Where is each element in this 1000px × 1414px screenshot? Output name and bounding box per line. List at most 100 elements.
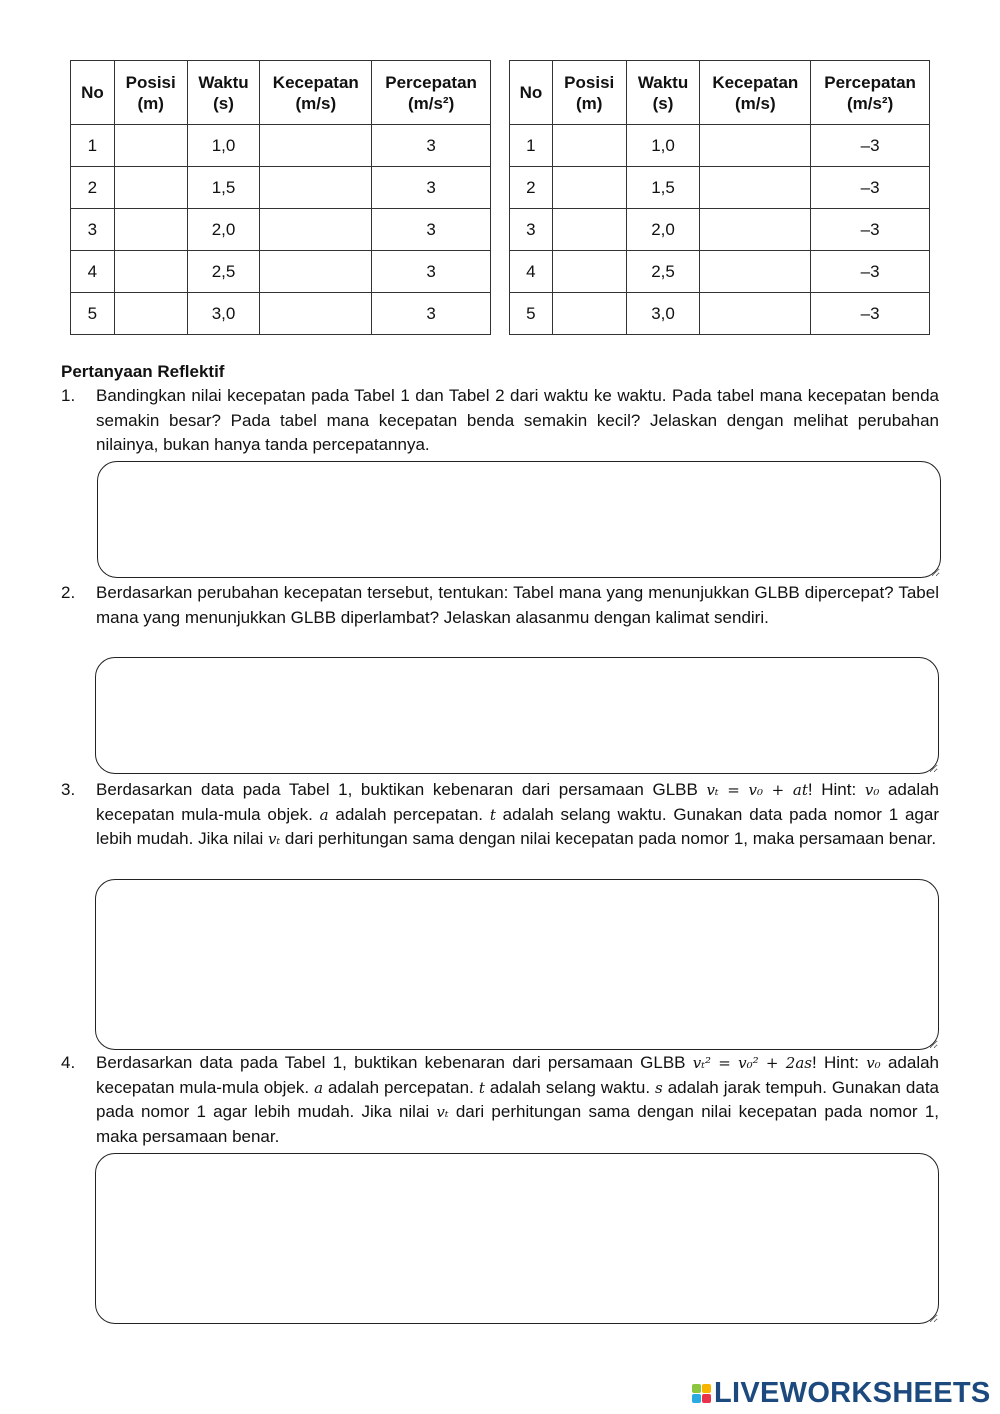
column-header: Waktu (s) [625,60,701,125]
table-row: 2 1,5 3 [70,166,491,209]
question-3: 3. Berdasarkan data pada Tabel 1, buktika… [61,778,939,852]
text-segment: adalah kecepatan mula-mula objek. [96,780,940,824]
input-cell-kecepatan[interactable] [259,208,373,251]
input-cell-posisi[interactable] [551,208,627,251]
table-row: 2 1,5 –3 [509,166,930,209]
answer-box-3[interactable] [95,879,939,1050]
question-text: Bandingkan nilai kecepatan pada Tabel 1 … [96,384,939,458]
header-text: Posisi [125,72,176,92]
cell-waktu: 1,0 [625,124,701,167]
cell-no: 5 [509,292,553,335]
header-text: (s) [652,93,674,113]
section-heading: Pertanyaan Reflektif [61,362,225,381]
header-row: No Posisi (m) Waktu (s) Kecepatan (m/s) Percepa… [509,60,930,125]
table-row: 1 1,0 3 [70,124,491,167]
answer-box-4[interactable] [95,1153,939,1324]
cell-percepatan: –3 [810,208,930,251]
math-expression: v₀ [866,1054,881,1072]
header-text: Percepatan [385,72,477,92]
cell-no: 1 [509,124,553,167]
table-row: 5 3,0 –3 [509,292,930,335]
input-cell-kecepatan[interactable] [699,124,812,167]
math-expression: t [478,1078,485,1097]
table-row: 1 1,0 –3 [509,124,930,167]
header-text: (m/s) [735,93,776,113]
cell-waktu: 2,0 [186,208,261,251]
cell-waktu: 1,5 [186,166,261,209]
header-text: Percepatan [824,72,916,92]
text-segment: adalah percepatan. [323,1077,479,1097]
question-text: Berdasarkan data pada Tabel 1, buktikan … [96,1051,939,1149]
cell-no: 1 [70,124,115,167]
column-header: Posisi (m) [551,60,627,125]
header-text: (m) [137,93,164,113]
cell-waktu: 2,5 [186,250,261,293]
input-cell-posisi[interactable] [113,250,188,293]
column-header: No [509,60,553,125]
input-cell-kecepatan[interactable] [699,166,812,209]
logo-text: LIVEWORKSHEETS [714,1377,991,1409]
math-expression: vₜ = v₀ + at [706,781,808,799]
cell-waktu: 3,0 [625,292,701,335]
input-cell-posisi[interactable] [113,166,188,209]
text-segment: adalah jarak tempuh. Gunakan data pada n… [96,1077,939,1122]
input-cell-kecepatan[interactable] [259,166,373,209]
text-segment: ! Hint: [807,780,865,799]
cell-percepatan: 3 [371,250,491,293]
column-header: Posisi (m) [113,60,188,125]
cell-percepatan: –3 [810,166,930,209]
input-cell-posisi[interactable] [113,292,188,335]
cell-no: 3 [70,208,115,251]
input-cell-kecepatan[interactable] [699,292,812,335]
input-cell-kecepatan[interactable] [259,292,373,335]
input-cell-kecepatan[interactable] [259,124,373,167]
header-text: Waktu [637,72,689,92]
table-row: 5 3,0 3 [70,292,491,335]
column-header: No [70,60,115,125]
input-cell-kecepatan[interactable] [259,250,373,293]
header-text: Posisi [564,72,615,92]
cell-percepatan: –3 [810,124,930,167]
input-cell-posisi[interactable] [113,208,188,251]
column-header: Percepatan (m/s²) [810,60,930,125]
cell-waktu: 3,0 [186,292,261,335]
header-text: (m/s) [295,93,337,113]
header-text: No [519,83,543,102]
question-number: 4. [61,1053,76,1072]
input-cell-posisi[interactable] [551,292,627,335]
cell-percepatan: –3 [810,292,930,335]
input-cell-posisi[interactable] [113,124,188,167]
logo-block [692,1384,701,1393]
math-expression: a [314,1078,324,1097]
cell-no: 2 [70,166,115,209]
answer-box-1[interactable] [97,461,941,578]
column-header: Percepatan (m/s²) [371,60,491,125]
math-expression: vₜ² = v₀² + 2as [692,1054,812,1072]
math-expression: t [489,805,496,824]
logo-block [692,1394,701,1403]
input-cell-posisi[interactable] [551,166,627,209]
header-text: (m) [576,93,603,113]
question-text: Berdasarkan perubahan kecepatan tersebut… [96,581,939,630]
header-text: (m/s²) [846,93,894,113]
logo-block [702,1394,711,1403]
column-header: Kecepatan (m/s) [699,60,812,125]
text-segment: adalah selang waktu. Gunakan data pada n… [96,804,940,849]
liveworksheets-logo: LIVEWORKSHEETS [692,1377,991,1410]
question-text: Berdasarkan data pada Tabel 1, buktikan … [96,778,939,852]
cell-no: 4 [509,250,553,293]
column-header: Kecepatan (m/s) [259,60,373,125]
header-row: No Posisi (m) Waktu (s) Kecepatan (m/s) Percepa… [70,60,491,125]
question-number: 3. [61,780,76,799]
cell-waktu: 1,5 [625,166,701,209]
math-expression: s [655,1078,663,1097]
question-number: 1. [61,386,76,405]
input-cell-kecepatan[interactable] [699,208,812,251]
input-cell-kecepatan[interactable] [699,250,812,293]
input-cell-posisi[interactable] [551,250,627,293]
input-cell-posisi[interactable] [551,124,627,167]
cell-no: 3 [509,208,553,251]
math-expression: v₀ [864,781,880,799]
answer-box-2[interactable] [95,657,939,774]
header-text: Kecepatan [712,72,799,92]
